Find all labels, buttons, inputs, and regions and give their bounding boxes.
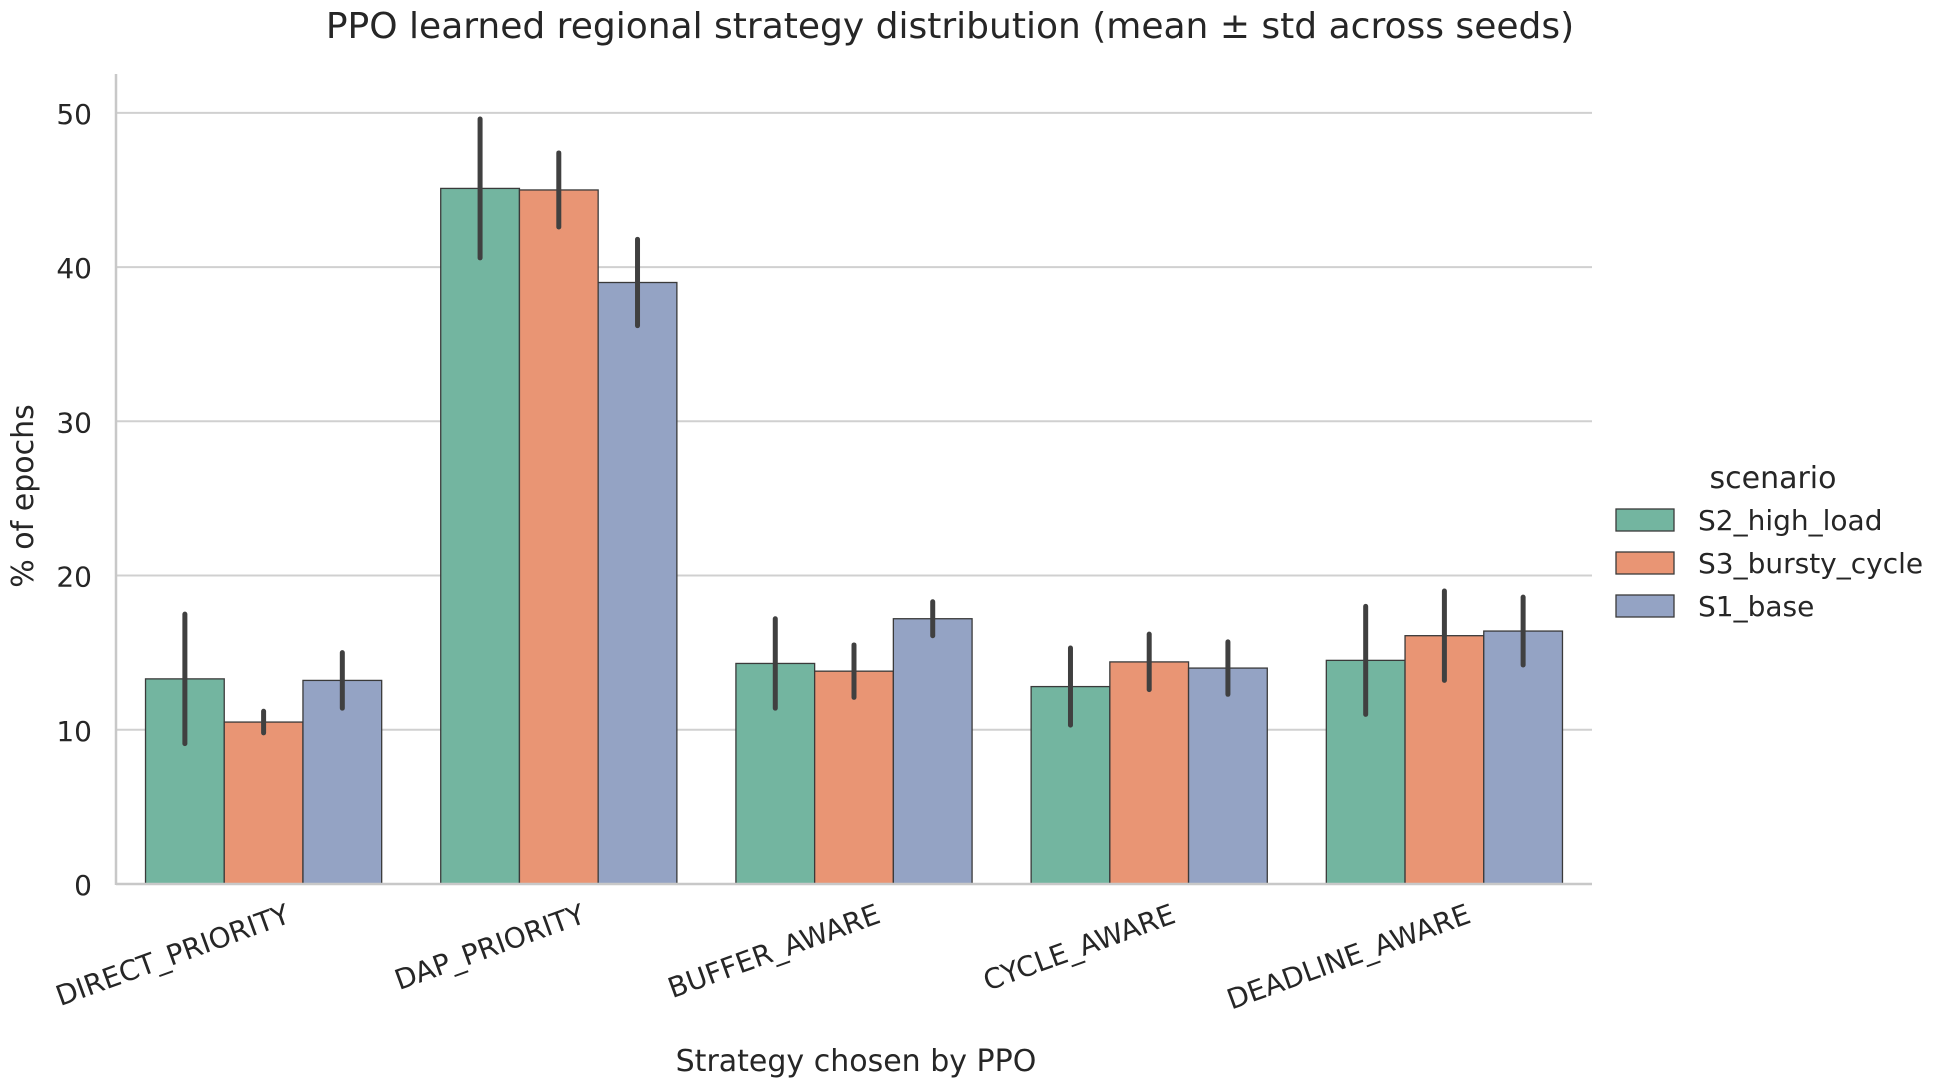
y-tick-labels: 0 10 20 30 40 50: [56, 98, 92, 902]
bar-S3_bursty_cycle-DAP_PRIORITY: [518, 189, 599, 885]
x-tick-labels: DIRECT_PRIORITY DAP_PRIORITY BUFFER_AWARE C…: [51, 897, 1474, 1016]
bar-S1_base-DIRECT_PRIORITY: [302, 679, 383, 885]
bar-S3_bursty_cycle-BUFFER_AWARE: [813, 670, 895, 885]
x-tick-label: DIRECT_PRIORITY: [51, 897, 294, 1013]
error-bars: [182, 116, 1526, 747]
x-axis-label: Strategy chosen by PPO: [676, 1044, 1037, 1079]
bar-S1_base-BUFFER_AWARE: [892, 618, 973, 885]
x-tick-label: DAP_PRIORITY: [390, 897, 590, 997]
bar-S1_base-DEADLINE_AWARE: [1483, 630, 1564, 885]
y-tick-label: 30: [56, 406, 92, 439]
bar-S1_base-CYCLE_AWARE: [1187, 667, 1268, 885]
legend-swatch-S1_base: [1615, 594, 1675, 618]
bar-S3_bursty_cycle-CYCLE_AWARE: [1109, 661, 1190, 885]
bar-S1_base-DAP_PRIORITY: [597, 281, 678, 885]
y-tick-label: 50: [56, 98, 92, 131]
y-tick-label: 40: [56, 252, 92, 285]
legend-swatch-S3_bursty_cycle: [1615, 551, 1675, 575]
bar-S2_high_load-DAP_PRIORITY: [440, 187, 521, 885]
legend-title: scenario: [1709, 461, 1836, 496]
legend-swatch-S2_high_load: [1615, 508, 1675, 532]
legend: scenario S2_high_load S3_bursty_cycle S1_b…: [1615, 461, 1923, 623]
axes: [114, 74, 1592, 886]
y-axis-label: % of epochs: [6, 404, 41, 588]
chart-title: PPO learned regional strategy distributi…: [326, 6, 1574, 47]
x-tick-label: DEADLINE_AWARE: [1222, 898, 1474, 1017]
gridlines: [116, 111, 1592, 731]
bar-S3_bursty_cycle-DIRECT_PRIORITY: [223, 721, 304, 885]
legend-label: S2_high_load: [1698, 504, 1882, 537]
legend-label: S3_bursty_cycle: [1698, 547, 1923, 580]
y-tick-label: 10: [56, 715, 92, 748]
y-tick-label: 0: [74, 869, 92, 902]
bars: [144, 187, 1564, 885]
x-tick-label: CYCLE_AWARE: [979, 898, 1180, 998]
y-tick-label: 20: [56, 561, 92, 594]
x-tick-label: BUFFER_AWARE: [663, 898, 884, 1005]
legend-label: S1_base: [1698, 590, 1814, 623]
